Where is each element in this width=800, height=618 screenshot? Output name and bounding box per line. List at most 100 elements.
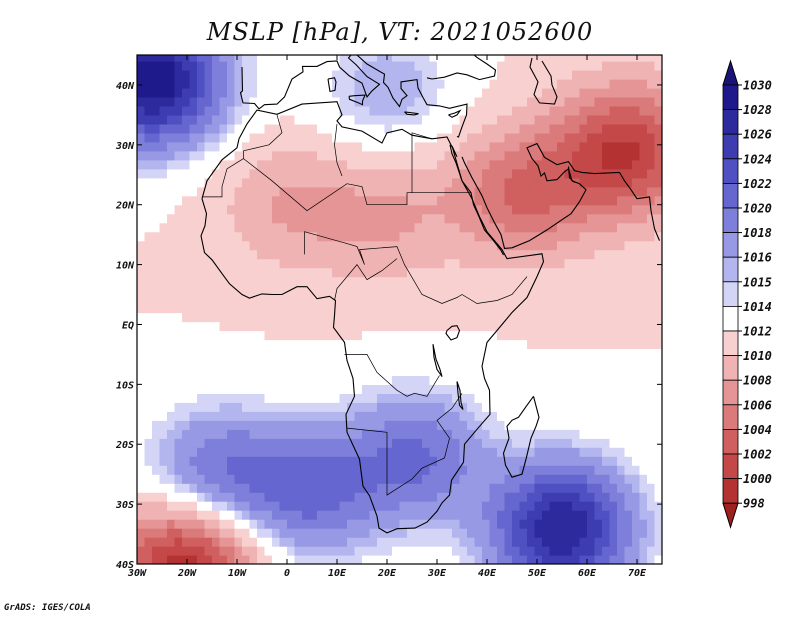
pressure-cell [219, 393, 228, 403]
pressure-cell [437, 321, 446, 332]
pressure-cell [594, 177, 603, 188]
pressure-cell [257, 519, 266, 529]
pressure-cell [167, 258, 176, 269]
pressure-cell [512, 55, 521, 62]
pressure-cell [294, 61, 303, 71]
pressure-cell [317, 447, 326, 457]
pressure-cell [197, 267, 206, 278]
pressure-cell [324, 195, 333, 206]
pressure-cell [309, 55, 318, 62]
pressure-cell [564, 528, 573, 538]
pressure-cell [227, 159, 236, 170]
pressure-cell [249, 213, 258, 224]
pressure-cell [287, 393, 296, 403]
pressure-cell [287, 303, 296, 314]
pressure-cell [174, 438, 183, 448]
pressure-cell [317, 70, 326, 80]
pressure-cell [294, 186, 303, 197]
pressure-cell [602, 519, 611, 529]
pressure-cell [452, 411, 461, 421]
pressure-cell [369, 357, 378, 367]
pressure-cell [197, 438, 206, 448]
pressure-cell [167, 510, 176, 520]
pressure-cell [137, 55, 146, 62]
pressure-cell [519, 55, 528, 62]
pressure-cell [219, 357, 228, 367]
pressure-cell [332, 546, 341, 556]
pressure-cell [137, 375, 146, 385]
pressure-cell [212, 231, 221, 242]
pressure-cell [549, 267, 558, 278]
pressure-cell [542, 483, 551, 493]
pressure-cell [542, 366, 551, 376]
pressure-cell [369, 195, 378, 206]
pressure-cell [602, 249, 611, 260]
pressure-cell [369, 384, 378, 394]
pressure-cell [317, 555, 326, 564]
pressure-cell [572, 55, 581, 62]
pressure-cell [467, 330, 476, 341]
pressure-cell [594, 456, 603, 466]
pressure-cell [594, 537, 603, 547]
pressure-cell [287, 474, 296, 484]
pressure-cell [219, 267, 228, 278]
pressure-cell [189, 294, 198, 305]
pressure-cell [429, 276, 438, 287]
lat-tick-label: 30S [115, 500, 134, 511]
pressure-cell [302, 132, 311, 143]
pressure-cell [144, 249, 153, 260]
pressure-cell [609, 411, 618, 421]
pressure-cell [137, 501, 146, 511]
pressure-cell [624, 231, 633, 242]
pressure-cell [452, 213, 461, 224]
pressure-cell [182, 267, 191, 278]
pressure-cell [174, 222, 183, 233]
pressure-cell [354, 222, 363, 233]
pressure-cell [287, 519, 296, 529]
pressure-cell [392, 177, 401, 188]
pressure-cell [542, 258, 551, 269]
pressure-cell [392, 240, 401, 251]
pressure-cell [197, 474, 206, 484]
pressure-cell [414, 294, 423, 305]
pressure-cell [309, 294, 318, 305]
pressure-cell [534, 55, 543, 62]
pressure-cell [624, 276, 633, 287]
pressure-cell [557, 55, 566, 62]
pressure-cell [347, 348, 356, 358]
pressure-cell [309, 123, 318, 134]
colorbar-swatch [722, 478, 739, 504]
pressure-cell [204, 231, 213, 242]
pressure-cell [272, 456, 281, 466]
pressure-cell [392, 411, 401, 421]
pressure-cell [407, 231, 416, 242]
pressure-cell [234, 240, 243, 251]
pressure-cell [542, 438, 551, 448]
pressure-cell [287, 501, 296, 511]
pressure-cell [137, 195, 146, 206]
pressure-cell [512, 447, 521, 457]
pressure-cell [392, 303, 401, 314]
pressure-cell [639, 384, 648, 394]
pressure-cell [429, 96, 438, 107]
pressure-cell [392, 321, 401, 332]
pressure-cell [609, 55, 618, 62]
pressure-cell [519, 303, 528, 314]
pressure-cell [482, 132, 491, 143]
pressure-cell [579, 303, 588, 314]
grads-credit: GrADS: IGES/COLA [4, 603, 91, 613]
pressure-cell [647, 420, 656, 430]
pressure-cell [542, 240, 551, 251]
pressure-cell [242, 555, 251, 564]
pressure-cell [617, 330, 626, 341]
pressure-cell [557, 483, 566, 493]
pressure-cell [594, 87, 603, 98]
pressure-cell [369, 159, 378, 170]
pressure-cell [527, 447, 536, 457]
pressure-cell [204, 87, 213, 98]
pressure-cell [564, 393, 573, 403]
pressure-cell [227, 366, 236, 376]
pressure-cell [564, 303, 573, 314]
pressure-cell [137, 321, 146, 332]
pressure-cell [647, 132, 656, 143]
